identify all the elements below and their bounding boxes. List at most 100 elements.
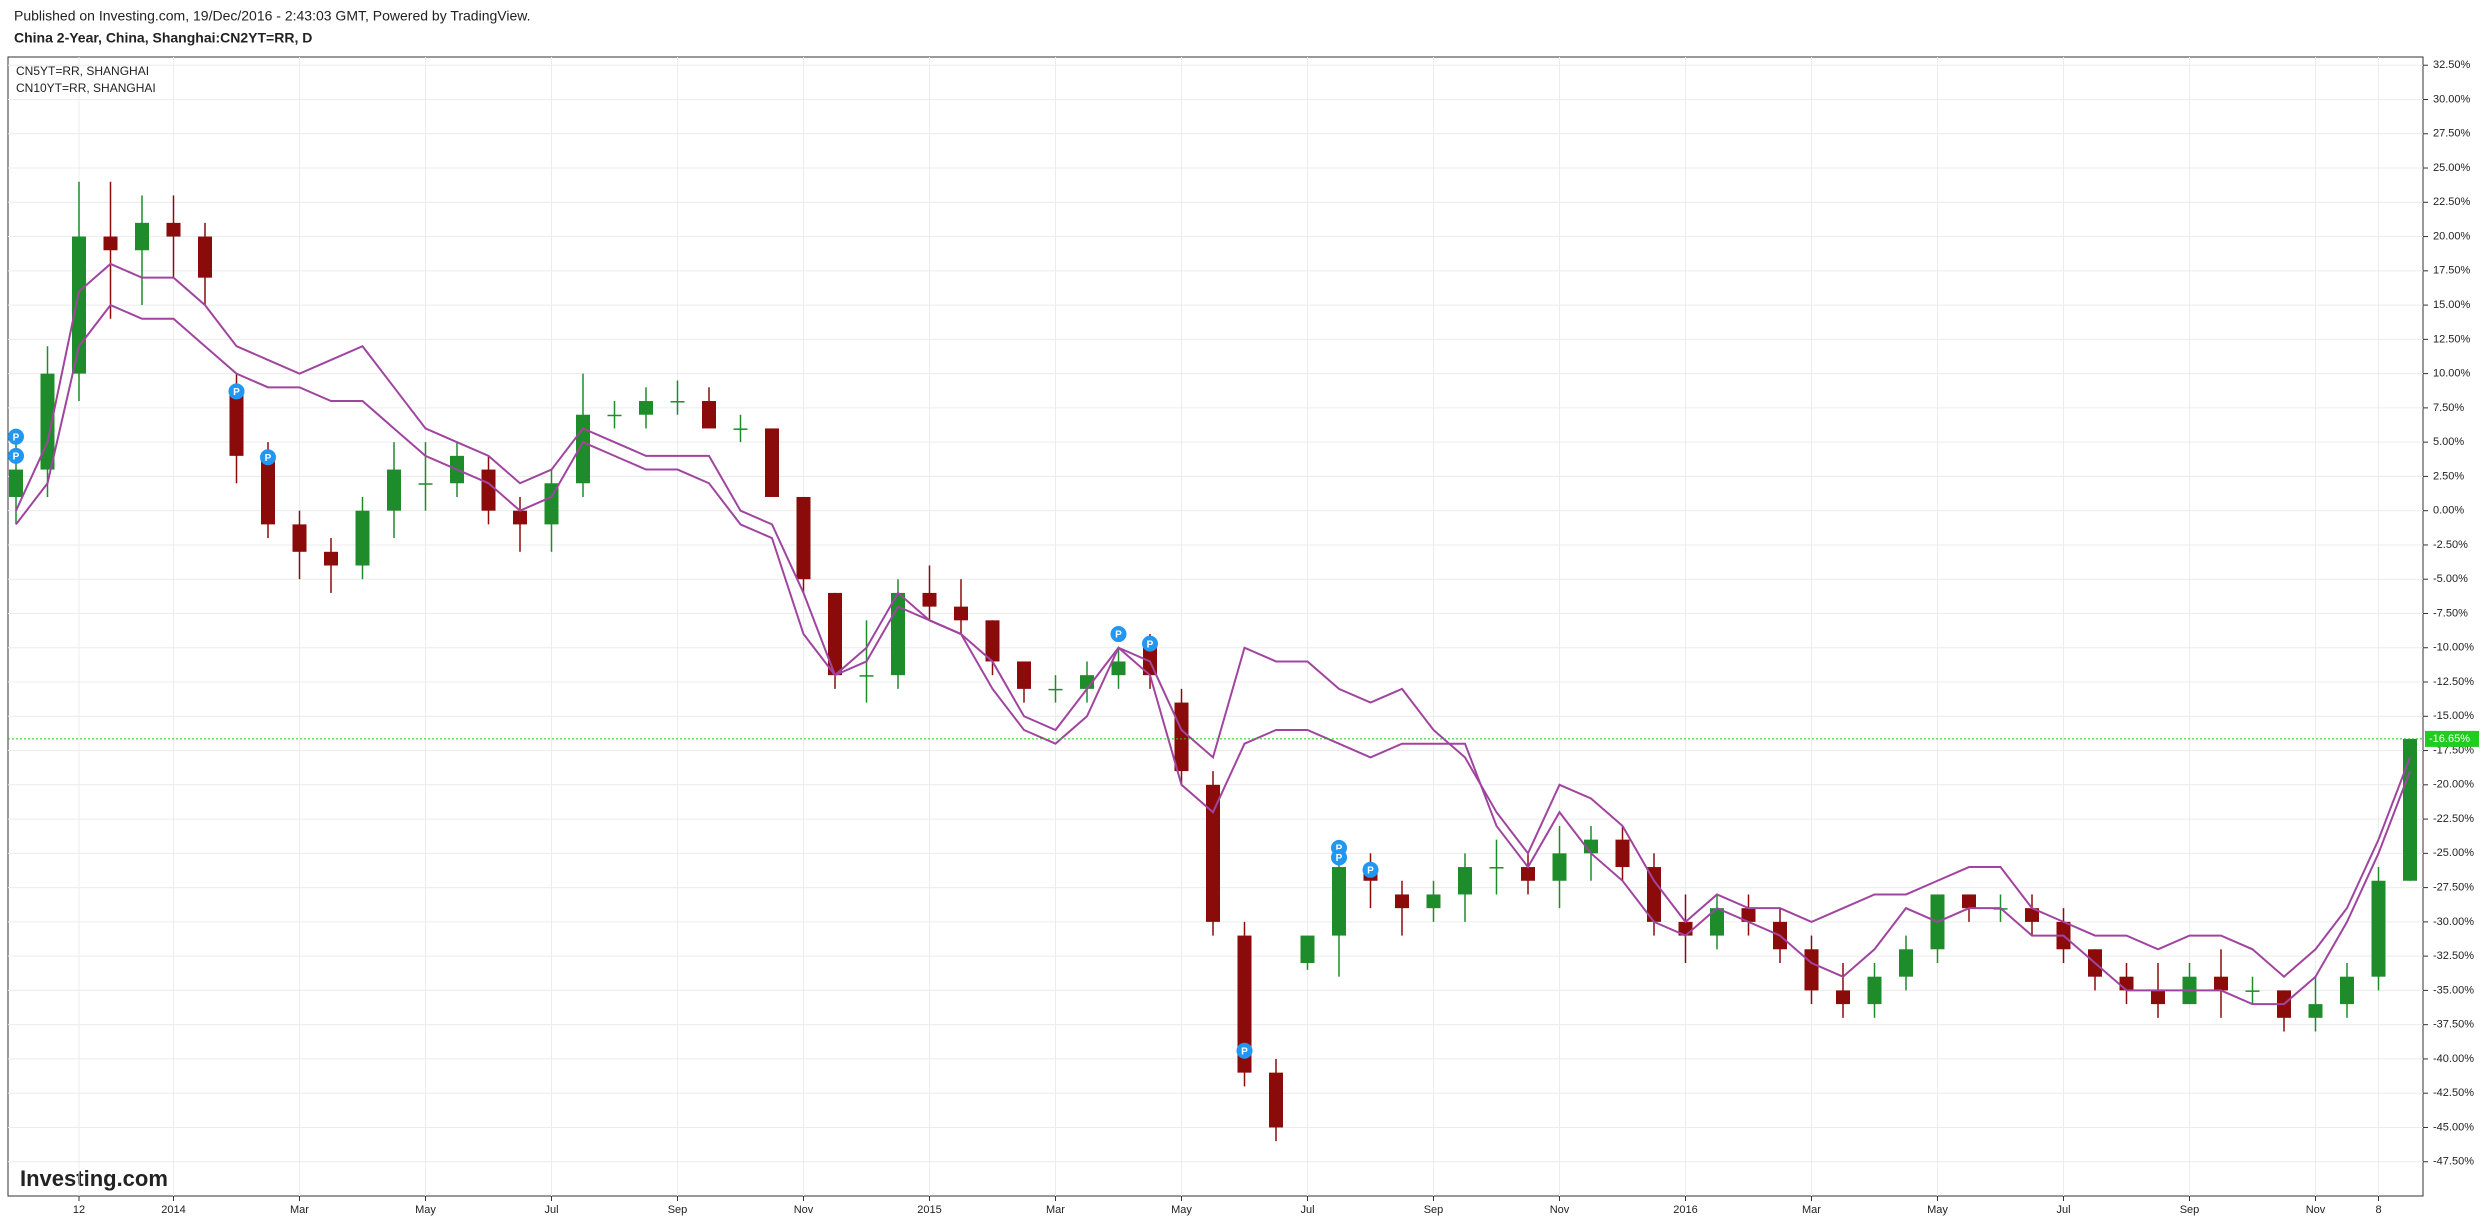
candle-body [1867,976,1882,1005]
flag-marker [1236,1042,1253,1059]
y-tick-label: -15.00% [2433,710,2474,722]
x-tick-label: Sep [1424,1204,1444,1216]
legend-entry: CN10YT=RR, SHANGHAI [16,81,156,95]
flag-marker [228,383,245,400]
candle-body [765,428,779,497]
last-price-label: -16.65% [2429,733,2470,745]
candle-body [1615,839,1630,868]
y-tick-label: -12.50% [2433,676,2474,688]
y-tick-label: 12.50% [2433,333,2471,345]
y-tick-label: 15.00% [2433,299,2471,311]
candle-body [481,469,496,511]
y-tick-label: -2.50% [2433,539,2468,551]
candle-body [2403,738,2417,881]
candle-body [261,455,275,525]
candle-body [1048,688,1063,691]
y-tick-label: 22.50% [2433,196,2471,208]
candle-body [418,483,433,485]
y-tick-label: -45.00% [2433,1121,2474,1133]
y-tick-label: 10.00% [2433,368,2471,380]
flag-marker [1142,635,1158,652]
plot-frame [7,56,2424,1197]
candle-body [1426,894,1441,909]
candle-body [2151,990,2165,1005]
candle-body [324,551,338,566]
y-tick-label: -25.00% [2433,847,2474,859]
candle-body [733,428,748,430]
candle-body [1269,1072,1283,1128]
legend-entry: CN5YT=RR, SHANGHAI [16,64,149,78]
x-tick-label: 12 [73,1204,85,1216]
candle-body [1174,702,1189,772]
x-tick-label: May [1927,1204,1948,1216]
flag-marker [1331,849,1347,866]
candle-body [1111,661,1126,676]
candle-body [607,414,622,417]
candle-body [1552,853,1567,881]
candle-body [135,222,149,251]
candle-body [229,387,244,456]
x-tick-label: May [415,1204,436,1216]
y-tick-label: -17.50% [2433,744,2474,756]
y-tick-label: -5.00% [2433,573,2468,585]
candle-body [1489,867,1504,869]
candle-body [40,373,55,470]
y-tick-label: -32.50% [2433,950,2474,962]
y-tick-label: -30.00% [2433,916,2474,928]
candle-body [702,401,716,429]
flag-label: P [265,453,272,464]
x-tick-label: 2016 [1673,1204,1697,1216]
candle-body [355,510,370,566]
y-tick-label: -47.50% [2433,1156,2474,1168]
flag-label: P [1115,630,1122,641]
candle-body [1647,867,1661,922]
candle-body [2214,976,2228,991]
candle-body [1741,908,1756,922]
x-tick-label: Jul [2056,1204,2070,1216]
flag-marker [260,449,276,466]
x-tick-label: 8 [2375,1204,2381,1216]
flag-marker [8,428,24,445]
x-tick-label: Mar [1046,1204,1065,1216]
candle-body [1962,894,1976,909]
candle-body [2371,880,2386,977]
candle-body [1521,867,1535,881]
candle-body [2308,1004,2323,1018]
x-tick-label: Sep [668,1204,688,1216]
candle-body [1836,990,1850,1005]
candle-body [859,675,874,677]
y-tick-label: 2.50% [2433,470,2464,482]
candle-body [1395,894,1409,909]
candle-body [796,496,811,580]
y-tick-label: 7.50% [2433,402,2464,414]
flag-label: P [233,387,240,398]
candle-body [166,222,181,237]
y-tick-label: -7.50% [2433,607,2468,619]
y-tick-label: -40.00% [2433,1053,2474,1065]
last-price-box [2425,730,2479,747]
candle-body [2340,976,2354,1005]
flag-label: P [13,451,20,462]
x-tick-label: Jul [1300,1204,1314,1216]
flag-marker [1362,861,1379,878]
candle-body [1710,908,1724,936]
y-tick-label: 0.00% [2433,505,2464,517]
candle-body [1017,661,1031,689]
series-line [15,303,2411,1006]
y-tick-label: -35.00% [2433,984,2474,996]
y-tick-label: 25.00% [2433,162,2471,174]
x-tick-label: Jul [544,1204,558,1216]
y-tick-label: -37.50% [2433,1019,2474,1031]
candle-body [2119,976,2134,991]
x-tick-label: May [1171,1204,1192,1216]
candle-body [2025,908,2039,922]
y-tick-label: 30.00% [2433,93,2471,105]
y-tick-label: -10.00% [2433,642,2474,654]
candle-body [513,510,527,525]
flag-label: P [1336,853,1343,864]
candle-body [1206,784,1220,922]
flag-label: P [13,432,20,443]
candle-body [9,469,23,497]
candle-body [292,524,307,552]
candle-body [1300,935,1315,963]
